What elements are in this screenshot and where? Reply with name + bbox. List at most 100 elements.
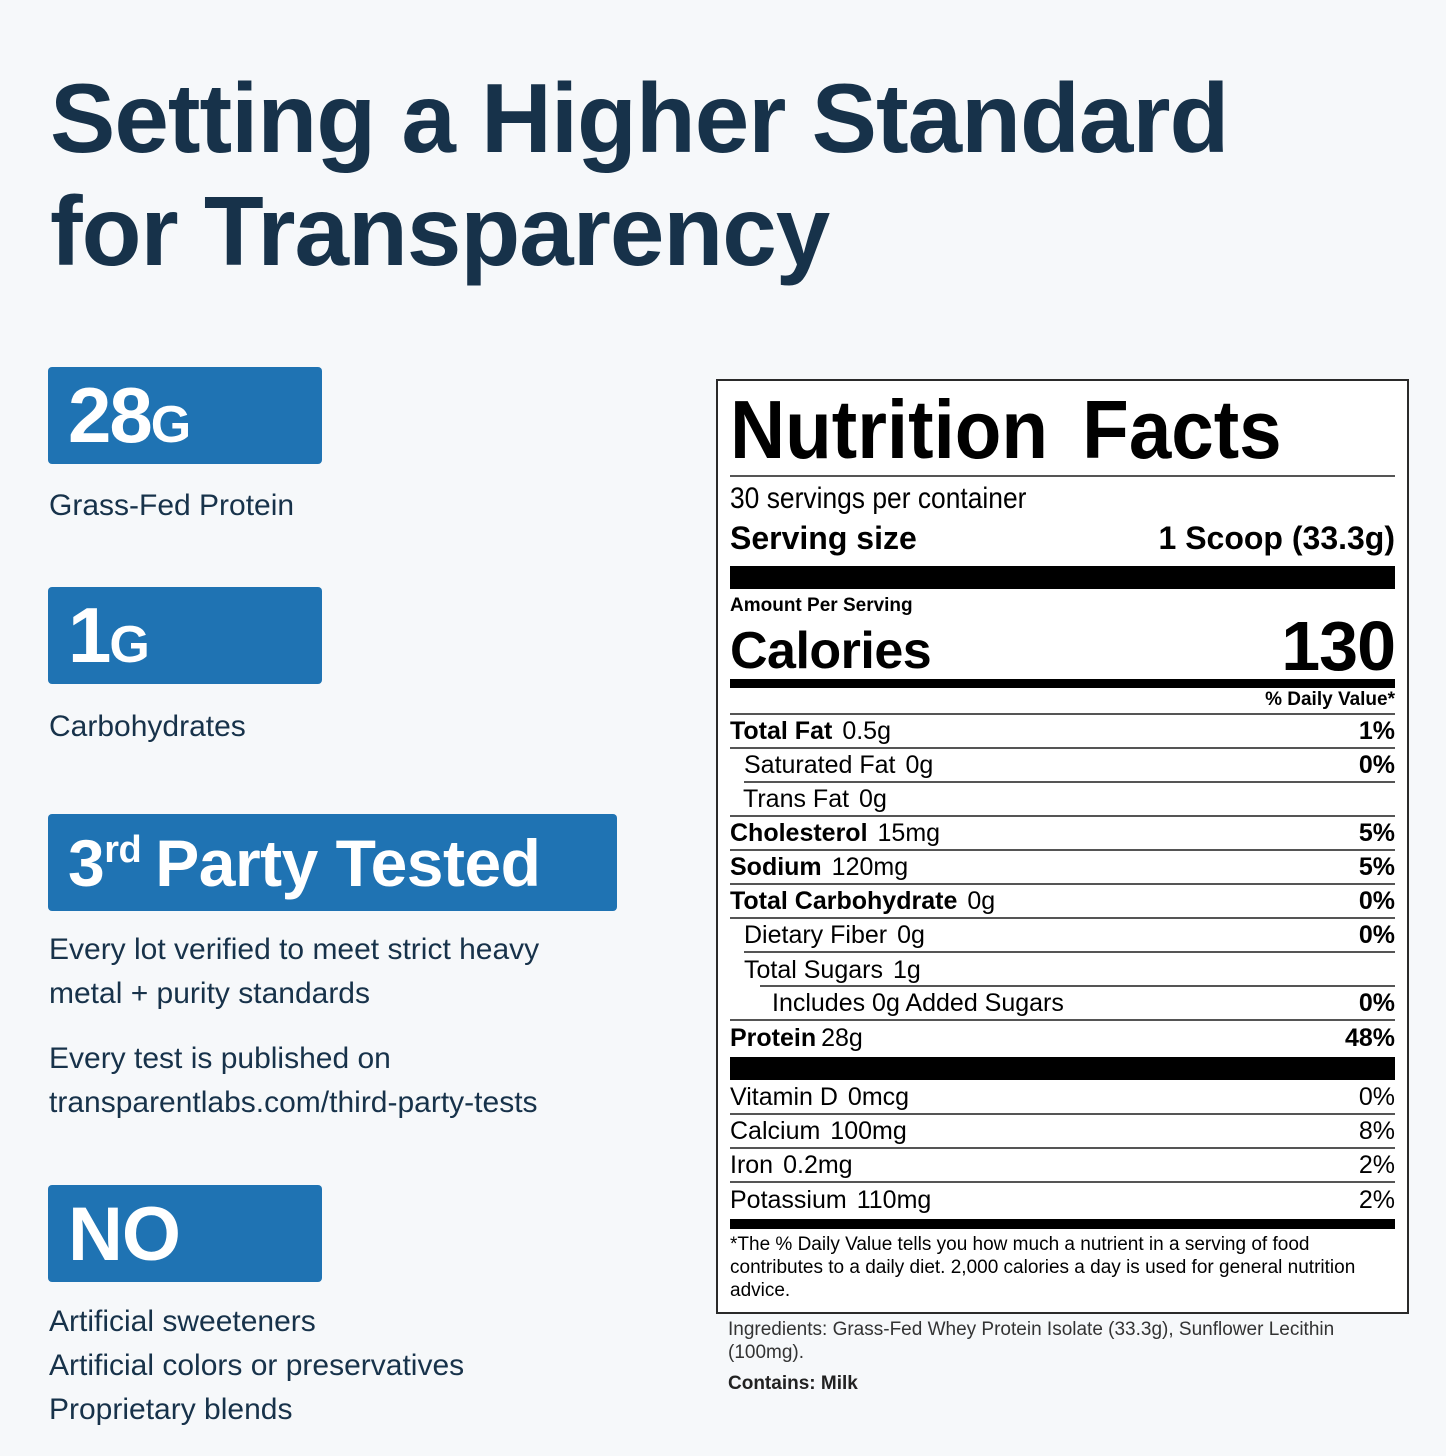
- nutrient-name: Trans Fat: [743, 784, 850, 813]
- nutrient-dv: 5%: [1358, 852, 1395, 881]
- allergen-statement: Contains: Milk: [728, 1373, 858, 1394]
- vitamin-name: Iron: [730, 1150, 774, 1179]
- nutrient-row-sodium: Sodium 120mg 5%: [730, 851, 1395, 885]
- daily-value-header: % Daily Value*: [1265, 689, 1395, 710]
- protein-caption: Grass-Fed Protein: [49, 489, 295, 522]
- vitamin-dv: 2%: [1358, 1150, 1395, 1179]
- nutrient-amount: 0.5g: [842, 716, 891, 745]
- vitamin-dv: 0%: [1358, 1082, 1395, 1111]
- serving-size-row: Serving size 1 Scoop (33.3g): [730, 519, 1395, 557]
- nutrition-title: Nutrition Facts: [730, 383, 1282, 476]
- published-caption-line-1: Every test is published on: [49, 1042, 391, 1075]
- no-list: Artificial sweeteners Artificial colors …: [49, 1300, 464, 1432]
- carbs-unit: G: [109, 616, 150, 674]
- nutrient-amount: 15mg: [877, 818, 941, 847]
- nutrient-amount: 0g: [905, 750, 934, 779]
- published-url: transparentlabs.com/third-party-tests: [49, 1086, 538, 1119]
- nutrient-dv: 1%: [1358, 716, 1395, 745]
- no-text: NO: [68, 1192, 181, 1277]
- nutrient-name: Total Carbohydrate: [730, 886, 958, 915]
- protein-number: 28: [68, 371, 153, 459]
- nutrient-amount: 120mg: [831, 852, 909, 881]
- nutrient-name: Includes 0g Added Sugars: [772, 988, 1064, 1017]
- nutrient-dv: 0%: [1358, 886, 1395, 915]
- serving-size-value: 1 Scoop (33.3g): [1158, 520, 1396, 556]
- vitamin-row-vitamin-d: Vitamin D 0mcg 0%: [730, 1081, 1395, 1115]
- vitamin-row-potassium: Potassium 110mg 2%: [730, 1183, 1395, 1217]
- testing-caption-line-2: metal + purity standards: [49, 977, 370, 1010]
- thick-divider: [730, 566, 1395, 589]
- nutrient-amount: 0g: [967, 886, 996, 915]
- nutrient-amount: 1g: [892, 955, 921, 984]
- nutrient-amount: 28g: [821, 1023, 863, 1052]
- nutrient-row-dietary-fiber: Dietary Fiber 0g 0%: [744, 919, 1395, 953]
- testing-caption-line-1: Every lot verified to meet strict heavy: [49, 933, 540, 966]
- nutrient-row-saturated-fat: Saturated Fat 0g 0%: [744, 749, 1395, 783]
- serving-size-label: Serving size: [730, 520, 917, 556]
- nutrient-name: Total Sugars: [744, 955, 883, 984]
- nutrient-amount: 0g: [897, 920, 925, 949]
- no-badge: NO: [48, 1185, 322, 1282]
- carbs-badge: 1G: [48, 587, 322, 684]
- vitamin-amount: 100mg: [830, 1116, 907, 1145]
- vitamin-dv: 8%: [1358, 1116, 1395, 1145]
- thick-divider: [730, 1057, 1395, 1080]
- nutrient-row-protein: Protein 28g 48%: [730, 1021, 1395, 1055]
- divider: [760, 985, 1395, 987]
- nutrient-dv: 48%: [1344, 1023, 1395, 1052]
- calories-label: Calories: [730, 622, 932, 680]
- third-party-text: Party Tested: [155, 826, 541, 900]
- ingredients-text: Ingredients: Grass-Fed Whey Protein Isol…: [728, 1319, 1335, 1363]
- divider: [730, 713, 1395, 715]
- divider: [730, 475, 1395, 477]
- nutrient-dv: 0%: [1358, 920, 1395, 949]
- nutrient-row-total-carbohydrate: Total Carbohydrate 0g 0%: [730, 885, 1395, 919]
- nutrient-name: Total Fat: [730, 716, 833, 745]
- nutrient-row-trans-fat: Trans Fat 0g: [730, 783, 1395, 817]
- protein-badge: 28G: [48, 367, 322, 464]
- published-caption: Every test is published on transparentla…: [49, 1037, 538, 1125]
- carbs-caption: Carbohydrates: [49, 710, 246, 743]
- medium-divider: [730, 1219, 1395, 1229]
- daily-value-footnote: *The % Daily Value tells you how much a …: [730, 1234, 1356, 1301]
- nutrient-name: Dietary Fiber: [744, 920, 888, 949]
- nutrient-dv: 0%: [1358, 988, 1395, 1017]
- headline-line-1: Setting a Higher Standard: [50, 63, 1229, 173]
- nutrient-name: Cholesterol: [730, 818, 868, 847]
- medium-divider: [730, 679, 1395, 688]
- nutrient-name: Sodium: [730, 852, 822, 881]
- nutrition-facts-label: Nutrition Facts 30 servings per containe…: [716, 379, 1409, 1314]
- third-number: 3: [68, 826, 105, 900]
- calories-value: 130: [1281, 607, 1396, 685]
- nutrient-amount: 0g: [859, 784, 887, 813]
- vitamin-row-calcium: Calcium 100mg 8%: [730, 1115, 1395, 1149]
- protein-unit: G: [150, 396, 192, 454]
- vitamin-amount: 0.2mg: [783, 1150, 853, 1179]
- nutrient-row-cholesterol: Cholesterol 15mg 5%: [730, 817, 1395, 851]
- third-superscript: rd: [104, 829, 142, 871]
- vitamin-name: Potassium: [730, 1185, 847, 1214]
- vitamin-name: Vitamin D: [730, 1082, 838, 1111]
- vitamin-name: Calcium: [730, 1116, 821, 1145]
- nutrient-dv: 0%: [1358, 750, 1395, 779]
- headline-line-2: for Transparency: [50, 176, 830, 286]
- nutrient-row-added-sugars: Includes 0g Added Sugars 0%: [730, 987, 1395, 1021]
- nutrient-row-total-fat: Total Fat 0.5g 1%: [730, 715, 1395, 749]
- no-list-item: Proprietary blends: [49, 1393, 293, 1426]
- vitamin-amount: 110mg: [856, 1185, 932, 1214]
- vitamin-row-iron: Iron 0.2mg 2%: [730, 1149, 1395, 1183]
- vitamin-dv: 2%: [1358, 1185, 1395, 1214]
- carbs-number: 1: [68, 591, 111, 679]
- third-party-tested-badge: 3rd Party Tested: [48, 814, 617, 911]
- amount-per-serving: Amount Per Serving: [730, 595, 913, 616]
- no-list-item: Artificial sweeteners: [49, 1305, 316, 1338]
- nutrient-name: Protein: [730, 1023, 817, 1052]
- vitamin-amount: 0mcg: [847, 1082, 910, 1111]
- page-headline: Setting a Higher Standard for Transparen…: [50, 62, 1229, 288]
- nutrient-name: Saturated Fat: [744, 750, 896, 779]
- nutrient-row-total-sugars: Total Sugars 1g: [744, 953, 1395, 987]
- testing-caption: Every lot verified to meet strict heavy …: [49, 928, 539, 1016]
- nutrient-dv: 5%: [1358, 818, 1395, 847]
- no-list-item: Artificial colors or preservatives: [49, 1349, 465, 1382]
- calories-row: Calories 130: [730, 607, 1396, 685]
